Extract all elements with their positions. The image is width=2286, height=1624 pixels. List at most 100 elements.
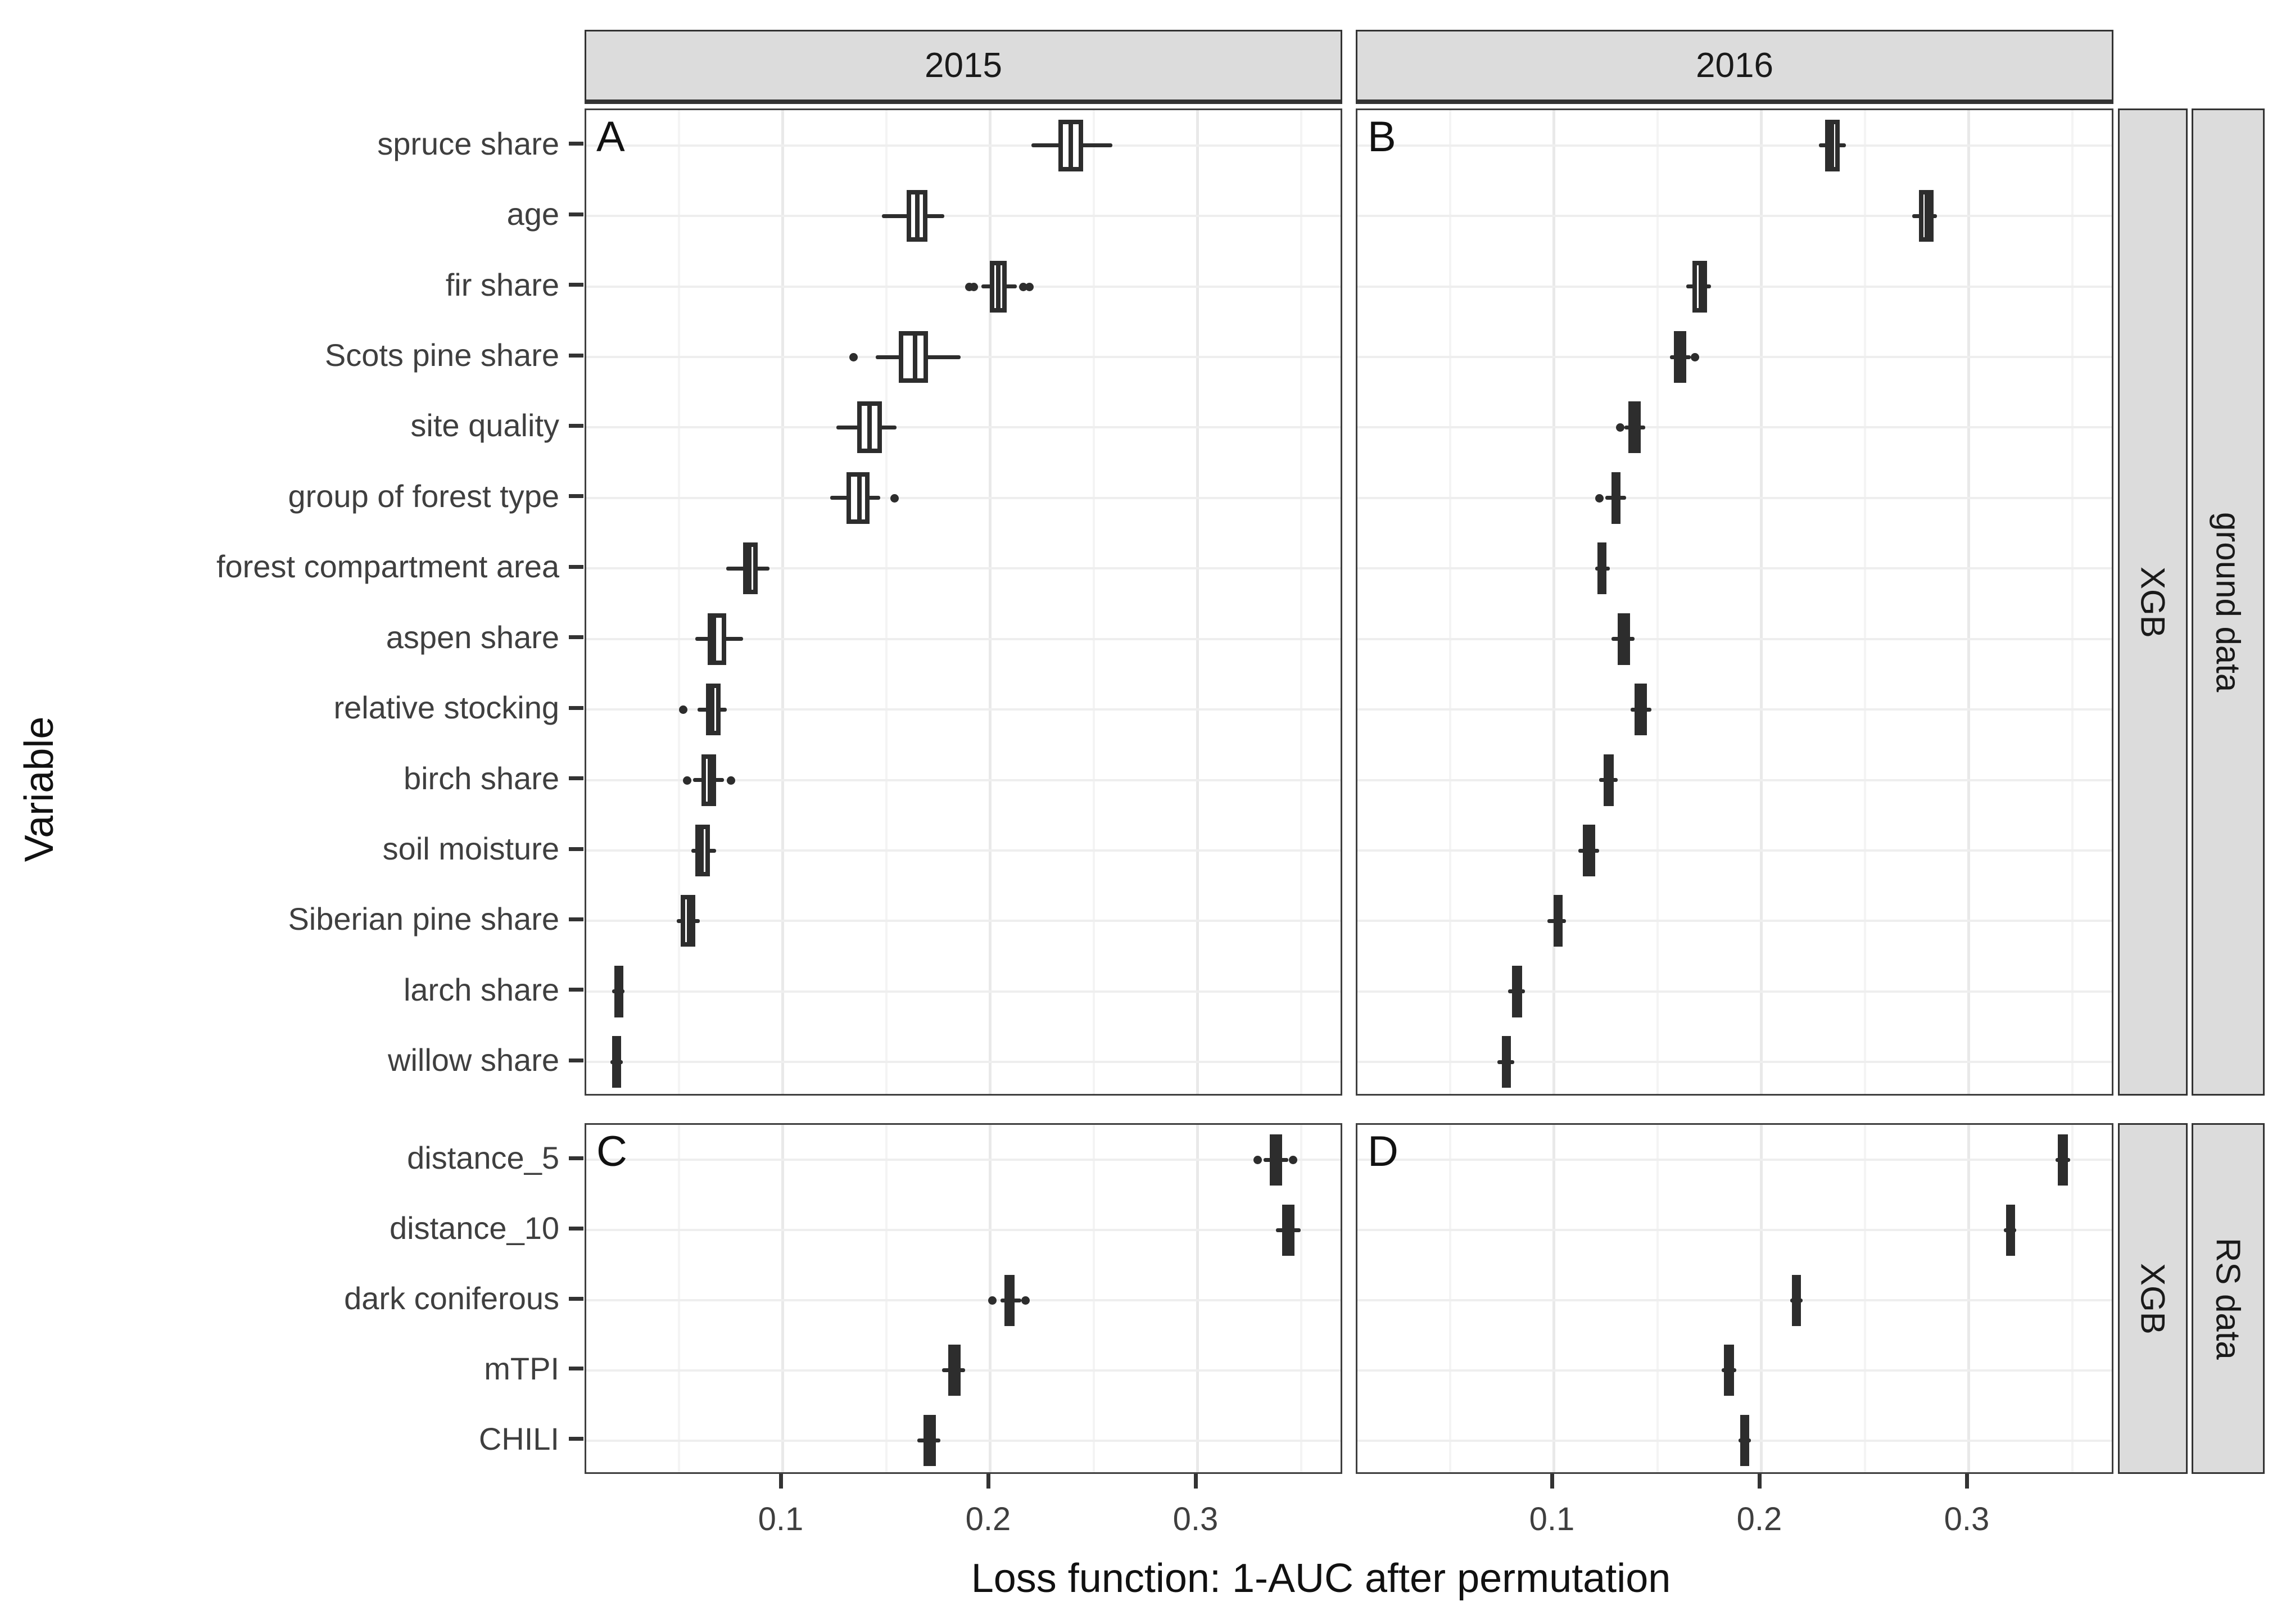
panel-tag-A: A xyxy=(596,113,625,161)
gridline-row xyxy=(1357,990,2112,993)
boxplot-forest-compartment-area-2015-median xyxy=(747,542,752,594)
gridline-row xyxy=(1357,286,2112,288)
y-label-aspen-share: aspen share xyxy=(386,619,559,655)
boxplot-chili-2016-median xyxy=(1742,1415,1747,1466)
y-label-willow-share: willow share xyxy=(388,1042,559,1078)
y-label-chili: CHILI xyxy=(478,1421,559,1456)
gridline-major xyxy=(1967,110,1970,1094)
facet-header-label: 2015 xyxy=(925,46,1002,85)
facet-strip-xgb-row0: XGB xyxy=(2118,108,2188,1096)
x-axis-tick xyxy=(1758,1474,1762,1489)
boxplot-scots-pine-share-2015-outlier xyxy=(849,353,858,361)
boxplot-dark-coniferous-2015-outlier xyxy=(988,1296,997,1305)
gridline-row xyxy=(586,497,1341,499)
y-label-mtpi: mTPI xyxy=(484,1351,559,1386)
gridline-row xyxy=(586,286,1341,288)
boxplot-fir-share-2015-outlier xyxy=(1025,283,1034,291)
gridline-row xyxy=(1357,1159,2112,1161)
gridline-minor xyxy=(2071,1125,2074,1472)
facet-header-label: 2016 xyxy=(1696,46,1773,85)
gridline-minor xyxy=(1093,110,1095,1094)
boxplot-aspen-share-2016-median xyxy=(1622,613,1627,665)
x-tick-label-0.2: 0.2 xyxy=(965,1501,1011,1537)
y-label-spruce-share: spruce share xyxy=(377,126,559,161)
y-label-distance-5: distance_5 xyxy=(407,1140,559,1175)
y-label-relative-stocking: relative stocking xyxy=(333,690,559,725)
gridline-minor xyxy=(1864,1125,1866,1472)
panel-tag-C: C xyxy=(596,1128,627,1175)
gridline-row xyxy=(1357,356,2112,358)
y-axis-tick xyxy=(569,283,583,287)
y-axis-tick xyxy=(569,354,583,358)
facet-strip-label: ground data xyxy=(2209,512,2247,693)
boxplot-aspen-share-2015-box xyxy=(708,613,726,665)
facet-strip-label: RS data xyxy=(2209,1237,2247,1360)
boxplot-site-quality-2016-outlier xyxy=(1616,423,1624,432)
y-axis-tick xyxy=(569,1227,583,1231)
boxplot-soil-moisture-2015-median xyxy=(699,825,704,876)
boxplot-site-quality-2015-median xyxy=(867,401,872,453)
x-axis-tick xyxy=(779,1474,783,1489)
gridline-major xyxy=(989,110,992,1094)
y-axis-tick xyxy=(569,917,583,921)
gridline-row xyxy=(1357,215,2112,217)
facet-strip-label: XGB xyxy=(2134,1263,2172,1335)
boxplot-larch-share-2015-median xyxy=(617,966,621,1017)
boxplot-fir-share-2015-outlier xyxy=(970,283,978,291)
boxplot-birch-share-2015-outlier xyxy=(727,776,735,785)
y-label-forest-compartment-area: forest compartment area xyxy=(216,549,559,584)
gridline-major xyxy=(1552,1125,1555,1472)
gridline-row xyxy=(1357,144,2112,147)
y-label-birch-share: birch share xyxy=(403,761,559,796)
boxplot-group-of-forest-type-2015-outlier xyxy=(890,494,899,503)
y-label-site-quality: site quality xyxy=(410,408,559,443)
y-label-scots-pine-share: Scots pine share xyxy=(324,337,559,373)
y-axis-tick xyxy=(569,565,583,569)
gridline-major xyxy=(1760,1125,1763,1472)
gridline-row xyxy=(1357,638,2112,640)
y-label-distance-10: distance_10 xyxy=(389,1210,559,1246)
boxplot-siberian-pine-share-2016-median xyxy=(1555,895,1560,947)
gridline-major xyxy=(781,1125,784,1472)
boxplot-soil-moisture-2016-median xyxy=(1587,825,1591,876)
boxplot-dark-coniferous-2016-median xyxy=(1794,1275,1799,1326)
boxplot-dark-coniferous-2015-outlier xyxy=(1021,1296,1030,1305)
boxplot-scots-pine-share-2016-median xyxy=(1678,331,1682,383)
y-label-group-of-forest-type: group of forest type xyxy=(288,478,559,514)
x-tick-label-0.3: 0.3 xyxy=(1173,1501,1219,1537)
gridline-minor xyxy=(1864,110,1866,1094)
gridline-minor xyxy=(1093,1125,1095,1472)
gridline-row xyxy=(586,1440,1341,1442)
x-axis-tick xyxy=(1965,1474,1969,1489)
y-axis-tick xyxy=(569,1437,583,1441)
boxplot-fir-share-2015-median xyxy=(996,261,1001,313)
gridline-major xyxy=(1967,1125,1970,1472)
boxplot-relative-stocking-2016-median xyxy=(1638,684,1643,735)
gridline-row xyxy=(586,638,1341,640)
gridline-major xyxy=(1196,1125,1199,1472)
y-label-fir-share: fir share xyxy=(445,267,559,302)
boxplot-distance-10-2016-median xyxy=(2008,1205,2012,1256)
boxplot-group-of-forest-type-2015-median xyxy=(857,472,862,524)
boxplot-larch-share-2016-median xyxy=(1514,966,1519,1017)
y-axis-tick xyxy=(569,988,583,992)
boxplot-scots-pine-share-2016-outlier xyxy=(1691,353,1699,361)
gridline-row xyxy=(1357,1061,2112,1063)
gridline-row xyxy=(1357,779,2112,781)
y-axis-tick xyxy=(569,635,583,639)
y-axis-tick xyxy=(569,1367,583,1370)
gridline-major xyxy=(781,110,784,1094)
y-axis-tick xyxy=(569,494,583,498)
x-axis-tick xyxy=(1194,1474,1198,1489)
gridline-row xyxy=(1357,920,2112,922)
boxplot-age-2016-median xyxy=(1925,190,1929,242)
facet-strip-label: XGB xyxy=(2134,566,2172,638)
gridline-row xyxy=(1357,497,2112,499)
boxplot-birch-share-2015-median xyxy=(708,754,712,806)
boxplot-willow-share-2016-median xyxy=(1504,1036,1508,1088)
panel-C: C xyxy=(585,1123,1342,1474)
boxplot-distance-5-2015-median xyxy=(1274,1134,1278,1186)
x-tick-label-0.3: 0.3 xyxy=(1944,1501,1990,1537)
gridline-row xyxy=(1357,708,2112,711)
